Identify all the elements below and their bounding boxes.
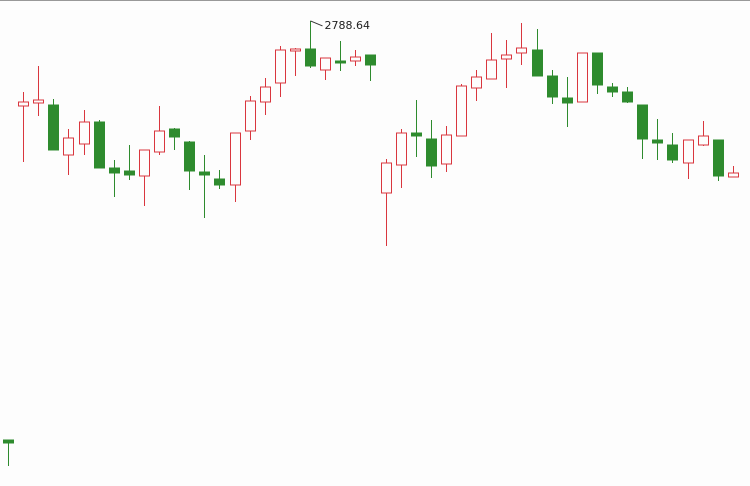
candle-body: [683, 139, 694, 164]
candle-body: [199, 171, 210, 176]
candle-body: [562, 97, 573, 104]
candle-body: [607, 86, 618, 93]
candle-body: [396, 132, 407, 166]
candle-body: [411, 132, 422, 137]
candle-body: [275, 49, 286, 84]
candle-body: [456, 85, 467, 137]
candle-body: [532, 49, 543, 77]
candle-body: [260, 86, 271, 103]
candle-body: [592, 52, 603, 86]
candle-body: [486, 59, 497, 80]
candle-body: [381, 162, 392, 194]
annotation-pointer: [310, 20, 323, 27]
candle-body: [214, 178, 225, 186]
candle-body: [124, 170, 135, 176]
candle-body: [48, 104, 59, 151]
candle-body: [728, 172, 739, 178]
candle-body: [637, 104, 648, 140]
candle-body: [350, 56, 361, 62]
candle-body: [667, 144, 678, 161]
candle-body: [426, 138, 437, 167]
candle-body: [139, 149, 150, 177]
candle-body: [320, 57, 331, 71]
candle-body: [713, 139, 724, 177]
candle-body: [18, 101, 29, 107]
candle-body: [516, 47, 527, 54]
candle-body: [109, 167, 120, 174]
candle-body: [33, 99, 44, 104]
candle-body: [63, 137, 74, 156]
candle-body: [365, 54, 376, 66]
candle-body: [79, 121, 90, 145]
candle-body: [698, 135, 709, 146]
candle-body: [501, 54, 512, 60]
candle-body: [154, 130, 165, 153]
candle-body: [230, 132, 241, 186]
candle-body: [245, 100, 256, 132]
candle-body: [290, 48, 301, 52]
candle-body: [184, 141, 195, 172]
candle-body: [577, 52, 588, 103]
candle-body: [169, 128, 180, 138]
candle-body: [471, 76, 482, 89]
candle-body: [3, 439, 14, 444]
candle-body: [335, 60, 346, 64]
candle-body: [622, 91, 633, 103]
candle-body: [652, 139, 663, 144]
high-label: 2788.64: [325, 19, 371, 32]
candle-body: [547, 75, 558, 98]
candle-body: [94, 121, 105, 169]
candle-body: [441, 134, 452, 165]
candle-body: [305, 48, 316, 67]
